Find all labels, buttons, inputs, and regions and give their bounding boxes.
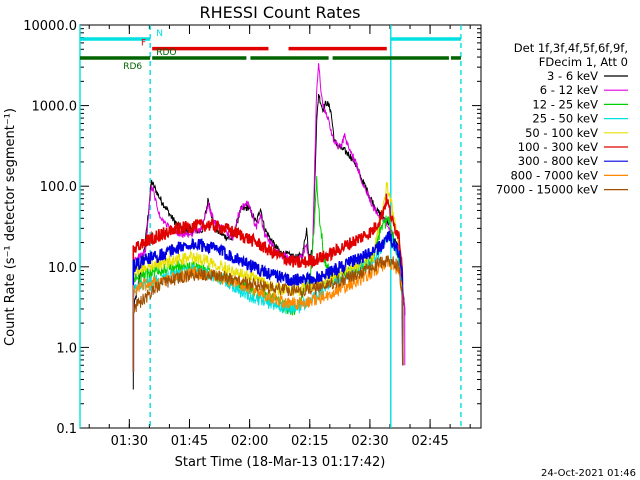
vertical-markers <box>79 25 462 428</box>
legend-entry-label: 12 - 25 keV <box>532 97 598 111</box>
series-line-300-800-keV <box>132 230 404 372</box>
x-tick-label: 02:15 <box>291 434 328 449</box>
data-series <box>132 63 406 390</box>
legend-entry-label: 6 - 12 keV <box>540 83 598 97</box>
x-tick-label: 02:00 <box>231 434 268 449</box>
y-tick-label: 10.0 <box>48 261 77 276</box>
series-line-7000-15000-keV <box>132 255 404 372</box>
y-axis-label: Count Rate (s⁻¹ detector segment⁻¹) <box>3 108 18 346</box>
series-line-6-12-keV <box>132 63 406 372</box>
legend-entry-label: 50 - 100 keV <box>525 126 598 140</box>
legend-entry-label: 300 - 800 keV <box>518 154 598 168</box>
y-tick-label: 100.0 <box>40 180 77 195</box>
state-bars: NF RDO RD6 <box>80 29 461 72</box>
legend-entry-label: 100 - 300 keV <box>518 140 598 154</box>
x-tick-label: 01:45 <box>171 434 208 449</box>
legend-entry-label: 3 - 6 keV <box>547 69 598 83</box>
state-label-n: N <box>156 29 163 39</box>
x-tick-label: 01:30 <box>111 434 148 449</box>
legend-entry-label: 800 - 7000 keV <box>510 168 598 182</box>
legend-entry-label: 25 - 50 keV <box>532 112 598 126</box>
state-label-f: F <box>141 39 146 49</box>
state-label-rd6: RD6 <box>123 62 142 72</box>
chart-title: RHESSI Count Rates <box>200 3 361 22</box>
x-axis-label: Start Time (18-Mar-13 01:17:42) <box>175 455 386 470</box>
x-axis: 01:30 01:45 02:00 02:15 02:30 02:45 <box>88 25 471 449</box>
footer-date: 24-Oct-2021 01:46 <box>541 468 636 479</box>
x-tick-label: 02:30 <box>351 434 388 449</box>
y-tick-label: 0.1 <box>56 422 77 437</box>
y-axis: 0.1 1.0 10.0 100.0 1000.0 10000.0 <box>23 19 481 437</box>
series-line-100-300-keV <box>132 193 404 372</box>
y-tick-label: 10000.0 <box>23 19 77 34</box>
legend-header: Det 1f,3f,4f,5f,6f,9f, <box>514 41 628 55</box>
x-tick-label: 02:45 <box>411 434 448 449</box>
legend-header: FDecim 1, Att 0 <box>539 55 628 69</box>
plot-frame <box>79 24 482 429</box>
y-tick-label: 1000.0 <box>32 100 78 115</box>
state-label-rdo: RDO <box>156 48 176 58</box>
legend: Det 1f,3f,4f,5f,6f,9f,FDecim 1, Att 03 -… <box>496 41 628 197</box>
legend-entry-label: 7000 - 15000 keV <box>496 183 598 197</box>
y-tick-label: 1.0 <box>56 341 77 356</box>
